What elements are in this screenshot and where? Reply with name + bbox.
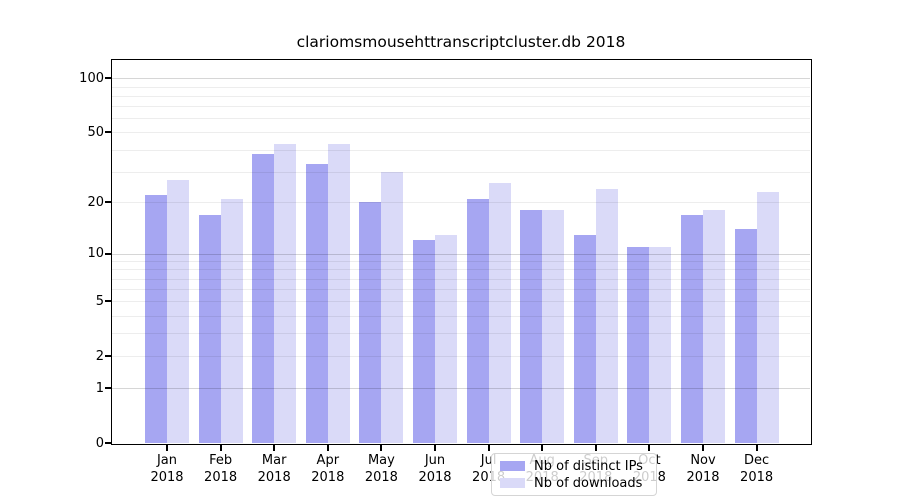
x-tick-mark-nov <box>702 444 704 451</box>
gridline-minor-90 <box>112 86 810 88</box>
bar-distinct-ips-oct <box>627 246 650 443</box>
y-tick-label-2: 2 <box>95 348 104 364</box>
bar-downloads-apr <box>327 144 350 443</box>
bar-downloads-jul <box>488 182 511 443</box>
legend-swatch-distinct-ips <box>500 461 525 471</box>
chart-title: clariomsmousehttranscriptcluster.db 2018 <box>296 33 626 51</box>
gridline-minor-70 <box>112 106 810 108</box>
x-tick-year-apr: 2018 <box>311 470 345 485</box>
gridline-minor-5 <box>112 301 810 303</box>
y-tick-label-50: 50 <box>87 124 104 140</box>
gridline-minor-20 <box>112 202 810 204</box>
y-tick-mark-100 <box>105 77 111 80</box>
x-tick-mark-jun <box>434 444 436 451</box>
x-tick-year-feb: 2018 <box>204 470 238 485</box>
bar-distinct-ips-feb <box>198 214 221 443</box>
y-tick-mark-5 <box>105 300 111 303</box>
bar-downloads-oct <box>649 246 672 443</box>
gridline-minor-80 <box>112 95 810 97</box>
y-tick-label-5: 5 <box>95 293 104 309</box>
x-tick-label-may: May 2018 <box>349 452 413 486</box>
gridline-minor-2 <box>112 356 810 358</box>
x-tick-mark-apr <box>326 444 329 451</box>
y-tick-mark-50 <box>105 131 111 134</box>
x-tick-mark-mar <box>273 444 276 451</box>
legend-row-distinct-ips: Nb of distinct IPs <box>492 458 656 475</box>
bar-distinct-ips-sep <box>573 234 596 443</box>
x-tick-year-jan: 2018 <box>150 470 184 485</box>
y-tick-mark-10 <box>105 252 111 255</box>
bar-distinct-ips-jul <box>466 198 489 443</box>
x-tick-label-dec: Dec 2018 <box>725 452 789 486</box>
bar-downloads-nov <box>703 210 725 443</box>
bar-downloads-mar <box>274 144 297 443</box>
bar-distinct-ips-aug <box>520 210 543 443</box>
gridline-major-100 <box>112 78 810 80</box>
bar-distinct-ips-dec <box>734 229 757 443</box>
gridline-minor-6 <box>112 289 810 291</box>
gridline-minor-40 <box>112 149 810 151</box>
y-tick-label-0: 0 <box>95 435 104 451</box>
x-tick-label-apr: Apr 2018 <box>296 452 360 486</box>
x-tick-year-mar: 2018 <box>257 470 291 485</box>
x-tick-year-nov: 2018 <box>686 470 720 485</box>
bar-downloads-may <box>381 171 404 443</box>
x-tick-mark-sep <box>594 444 597 451</box>
plot-area: Nb of distinct IPs Nb of downloads <box>110 58 812 496</box>
legend-row-downloads: Nb of downloads <box>492 475 656 492</box>
y-tick-mark-1 <box>105 387 111 390</box>
bar-distinct-ips-nov <box>681 214 703 443</box>
bar-downloads-jun <box>435 234 457 443</box>
x-tick-year-jun: 2018 <box>418 470 452 485</box>
gridline-minor-30 <box>112 171 810 173</box>
x-tick-label-feb: Feb 2018 <box>189 452 253 486</box>
y-tick-label-1: 1 <box>95 380 104 396</box>
bar-distinct-ips-may <box>359 202 382 443</box>
gridline-minor-60 <box>112 118 810 120</box>
gridline-minor-3 <box>112 333 810 335</box>
bar-downloads-dec <box>756 191 779 443</box>
x-tick-year-dec: 2018 <box>740 470 774 485</box>
legend-label-distinct-ips: Nb of distinct IPs <box>534 458 643 474</box>
x-tick-label-mar: Mar 2018 <box>242 452 306 486</box>
gridline-minor-50 <box>112 132 810 134</box>
x-tick-mark-aug <box>541 444 544 451</box>
legend-label-downloads: Nb of downloads <box>534 475 643 491</box>
bar-distinct-ips-jun <box>413 240 435 443</box>
x-tick-label-jun: Jun 2018 <box>403 452 467 486</box>
x-tick-mark-may <box>380 444 383 451</box>
gridline-major-1 <box>112 388 810 390</box>
x-tick-mark-feb <box>219 444 222 451</box>
y-tick-label-20: 20 <box>87 194 104 210</box>
y-tick-mark-2 <box>105 355 111 358</box>
x-tick-mark-jan <box>166 444 168 451</box>
bar-downloads-feb <box>220 198 243 443</box>
bar-distinct-ips-mar <box>252 153 275 443</box>
gridline-major-10 <box>112 253 810 255</box>
bar-downloads-aug <box>542 210 565 443</box>
x-tick-mark-dec <box>755 444 758 451</box>
x-tick-mark-oct <box>648 444 651 451</box>
x-tick-year-may: 2018 <box>364 470 398 485</box>
y-tick-mark-0 <box>105 442 111 444</box>
bar-distinct-ips-jan <box>145 195 167 443</box>
gridline-minor-9 <box>112 261 810 263</box>
x-tick-label-nov: Nov 2018 <box>671 452 735 486</box>
x-tick-mark-jul <box>487 444 490 451</box>
y-tick-label-10: 10 <box>87 246 104 262</box>
legend-swatch-downloads <box>500 478 525 488</box>
bar-distinct-ips-apr <box>305 164 328 443</box>
y-tick-label-100: 100 <box>79 70 104 86</box>
x-tick-label-jan: Jan 2018 <box>135 452 199 486</box>
legend: Nb of distinct IPs Nb of downloads <box>491 453 657 496</box>
gridline-minor-7 <box>112 278 810 280</box>
bar-downloads-jan <box>167 179 189 443</box>
gridline-minor-8 <box>112 269 810 271</box>
bar-downloads-sep <box>595 188 618 443</box>
y-tick-mark-20 <box>105 201 111 204</box>
gridline-minor-4 <box>112 315 810 317</box>
